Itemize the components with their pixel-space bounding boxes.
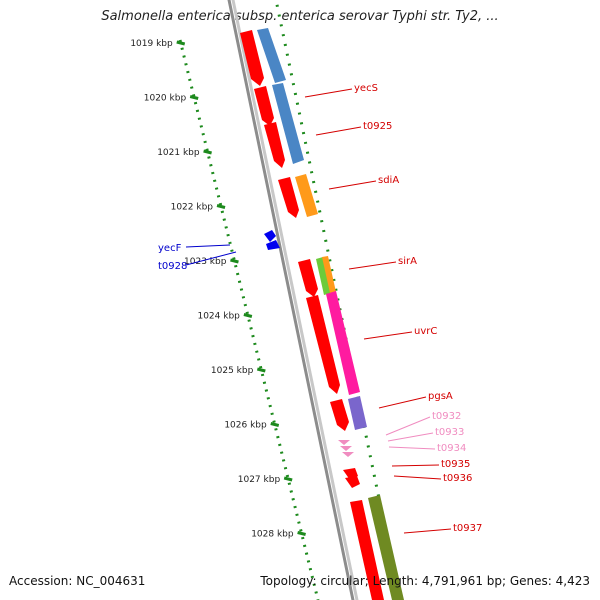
leader-line (385, 416, 431, 436)
leader-line (391, 464, 440, 467)
tick-label: 1027 kbp (238, 475, 281, 485)
tick-mark (297, 531, 306, 536)
leader-line (387, 432, 434, 442)
accession-text: Accession: NC_004631 (9, 574, 146, 588)
cds-feature (298, 259, 318, 297)
small-pink-features (338, 440, 354, 457)
gene-label: t0933 (435, 427, 464, 438)
leader-line (393, 475, 442, 480)
gene-label: t0934 (437, 443, 466, 454)
gene-label: sirA (398, 256, 417, 267)
cog-green (316, 257, 331, 295)
cog-track (257, 28, 404, 600)
leader-line (378, 396, 427, 409)
backbone-shadow (231, 0, 359, 600)
tick-label: 1023 kbp (184, 257, 227, 267)
blue-features (264, 230, 280, 250)
leader-line (388, 446, 436, 450)
leader-line (363, 331, 413, 340)
cds-track (240, 30, 384, 600)
summary-text: Topology: circular; Length: 4,791,961 bp… (260, 574, 590, 588)
cog-olive (368, 495, 404, 600)
cds-feature (264, 122, 285, 168)
cog-magenta (326, 291, 360, 395)
cog-orange (322, 256, 336, 293)
leader-line (315, 126, 362, 136)
cds-feature (254, 86, 274, 126)
tick-mark (283, 476, 293, 482)
gene-label: t0937 (453, 523, 482, 534)
gene-label: yecF (158, 243, 182, 254)
gene-label: t0925 (363, 121, 392, 132)
leader-line (185, 251, 237, 266)
tick-label: 1024 kbp (197, 312, 240, 322)
gene-label: t0935 (441, 459, 470, 470)
tick-ring (178, 39, 320, 600)
gene-label: uvrC (414, 326, 437, 337)
map-title: Salmonella enterica subsp. enterica sero… (101, 9, 499, 24)
tick-mark (216, 204, 226, 209)
gene-label: sdiA (378, 175, 399, 186)
leader-line (328, 180, 377, 190)
gene-label: yecS (354, 83, 378, 94)
cog-purple (348, 396, 367, 430)
backbone (227, 0, 355, 600)
tick-marks: 1019 kbp 1020 kbp 1021 kbp 1022 kbp 1023 kbp… (130, 39, 306, 540)
tick-label: 1022 kbp (171, 203, 214, 213)
cds-feature (345, 476, 360, 488)
gene-label: pgsA (428, 391, 453, 402)
cog-orange (295, 174, 318, 217)
gene-label: t0936 (443, 473, 472, 484)
tick-mark (243, 313, 253, 318)
cds-feature (240, 30, 264, 86)
gene-label: t0932 (432, 411, 461, 422)
tick-label: 1025 kbp (211, 366, 254, 376)
leader-line (185, 244, 231, 248)
cds-feature (306, 295, 340, 394)
tick-label: 1026 kbp (224, 421, 267, 431)
cog-blue (272, 83, 304, 164)
tick-label: 1020 kbp (144, 94, 187, 104)
cog-blue (257, 28, 286, 83)
gene-labels: yecS t0925 sdiA sirA uvrC pgsA t0932 t0933 t0934… (158, 83, 482, 534)
tick-mark (189, 95, 199, 100)
cds-feature (278, 177, 299, 218)
cds-feature (350, 500, 384, 600)
gene-label: t0928 (158, 261, 187, 272)
leader-line (348, 261, 397, 270)
leader-line (403, 528, 452, 534)
tick-mark (176, 40, 186, 46)
cds-feature (330, 399, 349, 431)
leader-line (304, 88, 353, 98)
tick-label: 1021 kbp (157, 148, 200, 158)
tick-mark (256, 367, 266, 373)
tick-mark (230, 258, 239, 264)
tick-mark (203, 149, 212, 155)
tick-mark (270, 422, 280, 427)
tick-label: 1019 kbp (130, 39, 173, 49)
tick-label: 1028 kbp (251, 530, 294, 540)
